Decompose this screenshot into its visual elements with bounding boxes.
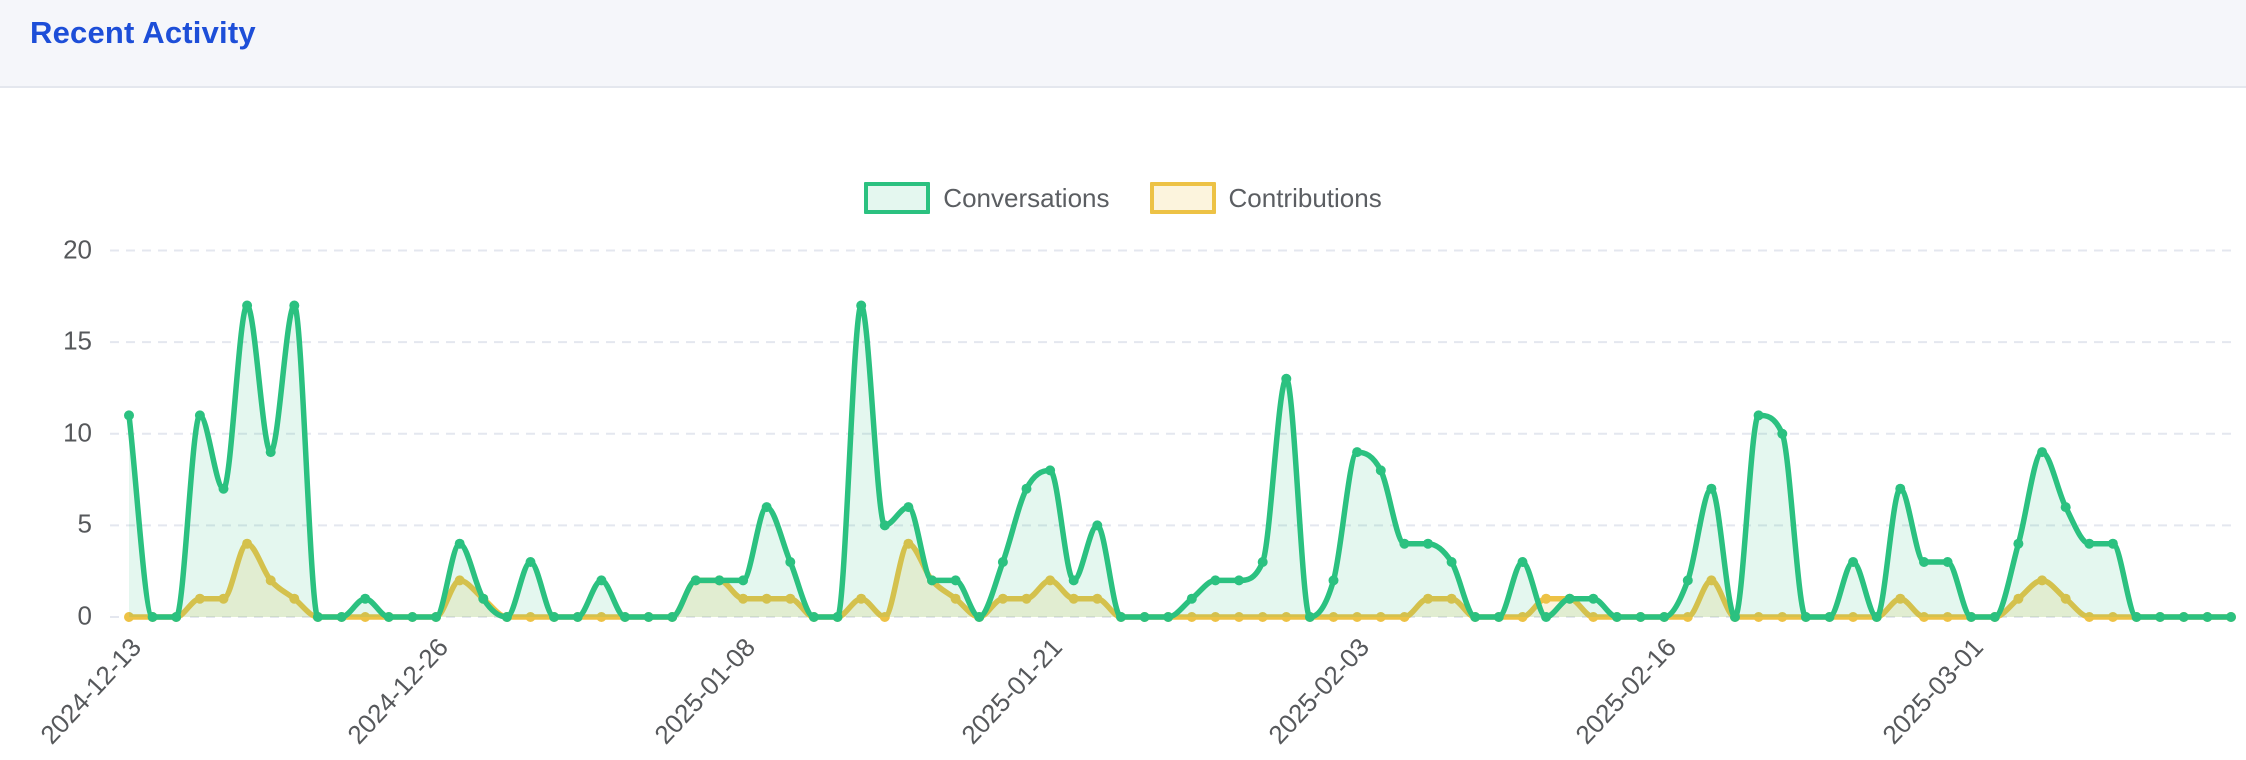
y-tick-label: 10 (63, 417, 92, 448)
line-chart-canvas (110, 249, 2236, 622)
y-tick-label: 0 (77, 600, 92, 631)
contributions-swatch (1149, 182, 1216, 214)
section-header: Recent Activity (0, 0, 2246, 88)
legend-label-conversations: Conversations (943, 182, 1110, 213)
page-title: Recent Activity (30, 15, 256, 50)
area-fill-contributions (129, 543, 2231, 617)
y-tick-label: 5 (77, 508, 92, 539)
activity-chart: Conversations Contributions 0 5 10 15 20 202… (0, 88, 2246, 760)
y-tick-label: 15 (63, 325, 92, 356)
legend-item-contributions[interactable]: Contributions (1149, 182, 1382, 214)
legend-label-contributions: Contributions (1228, 182, 1382, 213)
y-tick-label: 20 (63, 233, 92, 264)
legend-item-conversations[interactable]: Conversations (864, 182, 1110, 214)
area-fill-conversations (129, 305, 2231, 617)
data-points-conversations (124, 300, 2236, 622)
conversations-swatch (864, 182, 931, 214)
chart-legend: Conversations Contributions (0, 182, 2246, 214)
